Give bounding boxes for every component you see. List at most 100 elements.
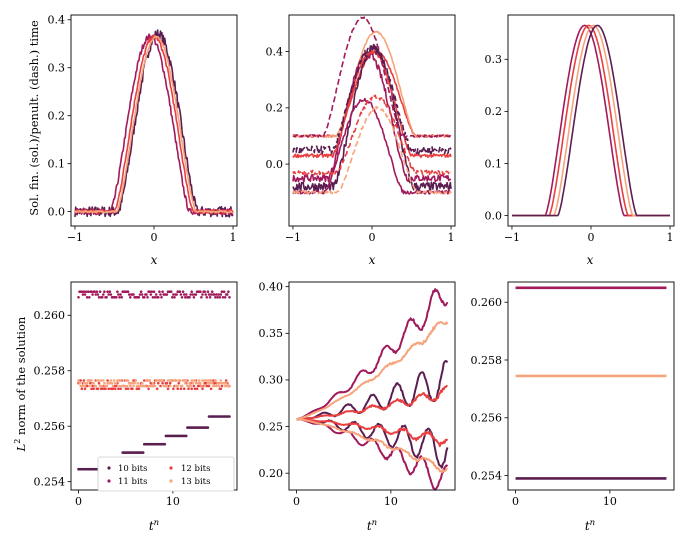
xtick-label: −1	[67, 231, 83, 244]
norm-line-11-bits-1	[296, 418, 449, 491]
scatter-point	[213, 384, 216, 388]
xtick-label: 0	[369, 231, 376, 244]
norm-line-13-bits-1	[296, 418, 449, 474]
scatter-point	[106, 379, 109, 382]
scatter-point	[92, 381, 95, 385]
scatter-point	[119, 293, 122, 296]
scatter-point	[216, 381, 219, 385]
scatter-point	[219, 387, 223, 391]
scatter-point	[155, 387, 159, 391]
scatter-point	[202, 379, 205, 382]
scatter-point	[187, 387, 190, 391]
ytick-label: 0.258	[34, 365, 66, 378]
scatter-point	[182, 379, 186, 382]
scatter-point	[200, 296, 203, 299]
ytick-label: 0.258	[471, 354, 503, 367]
scatter-point	[214, 296, 217, 299]
scatter-point	[185, 379, 188, 382]
scatter-point	[126, 379, 130, 382]
ytick-label: 0.4	[48, 14, 66, 27]
scatter-point	[97, 296, 101, 299]
scatter-point	[157, 381, 160, 385]
scatter-point	[86, 379, 90, 382]
scatter-point	[228, 384, 231, 388]
scatter-point	[207, 379, 211, 382]
scatter-point	[137, 296, 141, 299]
scatter-point	[97, 381, 101, 385]
scatter-point	[85, 381, 89, 385]
scatter-point	[191, 381, 195, 385]
scatter-point	[217, 384, 220, 388]
scatter-point	[213, 293, 216, 296]
ytick-label: 0.256	[34, 420, 66, 433]
scatter-point	[117, 293, 120, 296]
scatter-point	[203, 290, 206, 294]
profile-line-7	[292, 45, 452, 155]
scatter-point	[206, 290, 210, 294]
scatter-point	[189, 293, 192, 296]
scatter-point	[148, 290, 151, 294]
scatter-point	[161, 381, 164, 385]
ylabel-top-left: Sol. fin. (sol.)/penult. (dash.) time	[27, 20, 41, 216]
scatter-point	[110, 381, 114, 385]
ytick-label: 0.25	[259, 420, 284, 433]
scatter-point	[152, 290, 156, 294]
series-line-13-bits	[511, 24, 671, 217]
scatter-point	[204, 293, 207, 296]
scatter-point	[149, 293, 153, 296]
scatter-point	[207, 293, 211, 296]
scatter-point	[165, 381, 169, 385]
scatter-point	[168, 384, 172, 388]
scatter-point	[131, 387, 134, 391]
scatter-point	[165, 293, 169, 296]
scatter-point	[83, 384, 87, 388]
ytick-label: 0.3	[485, 53, 503, 66]
panel-top-left: −1 0 1 0.0 0.1 0.2 0.3 0.4	[48, 14, 238, 244]
scatter-point	[95, 290, 99, 294]
xtick-label: 0	[151, 231, 158, 244]
xtick-label: 0	[75, 495, 82, 508]
scatter-point	[219, 379, 223, 382]
scatter-point	[89, 381, 92, 385]
scatter-point	[208, 296, 212, 299]
scatter-point	[115, 296, 118, 299]
scatter-point	[173, 296, 176, 299]
scatter-point	[134, 379, 137, 382]
xtick-label: 10	[384, 495, 398, 508]
ytick-label: 0.254	[34, 475, 66, 488]
scatter-point	[192, 384, 196, 388]
scatter-point	[140, 381, 144, 385]
scatter-point	[198, 379, 201, 382]
scatter-point	[182, 293, 186, 296]
series-line-12-bits	[511, 24, 671, 217]
scatter-point	[196, 384, 200, 388]
scatter-point	[113, 387, 117, 391]
scatter-point	[80, 290, 84, 294]
scatter-point	[126, 387, 130, 391]
scatter-point	[184, 381, 187, 385]
scatter-point	[138, 293, 142, 296]
scatter-point	[227, 290, 230, 294]
scatter-point	[215, 384, 218, 388]
scatter-point	[163, 442, 167, 446]
xtick-label: 10	[166, 495, 180, 508]
scatter-point	[159, 293, 162, 296]
norm-line-11-bits-0	[296, 288, 449, 421]
profile-line-9	[292, 105, 452, 195]
scatter-point	[212, 379, 215, 382]
scatter-point	[176, 387, 179, 391]
scatter-point	[104, 387, 107, 391]
scatter-point	[215, 293, 218, 296]
scatter-point	[150, 384, 154, 388]
scatter-point	[210, 290, 214, 294]
scatter-point	[222, 290, 226, 294]
scatter-point	[172, 387, 175, 391]
scatter-point	[88, 384, 91, 388]
scatter-point	[129, 296, 132, 299]
ytick-label: 0.0	[485, 209, 503, 222]
scatter-point	[176, 384, 179, 388]
scatter-point	[206, 381, 210, 385]
scatter-point	[131, 381, 134, 385]
scatter-point	[80, 387, 84, 391]
scatter-point	[83, 387, 87, 391]
